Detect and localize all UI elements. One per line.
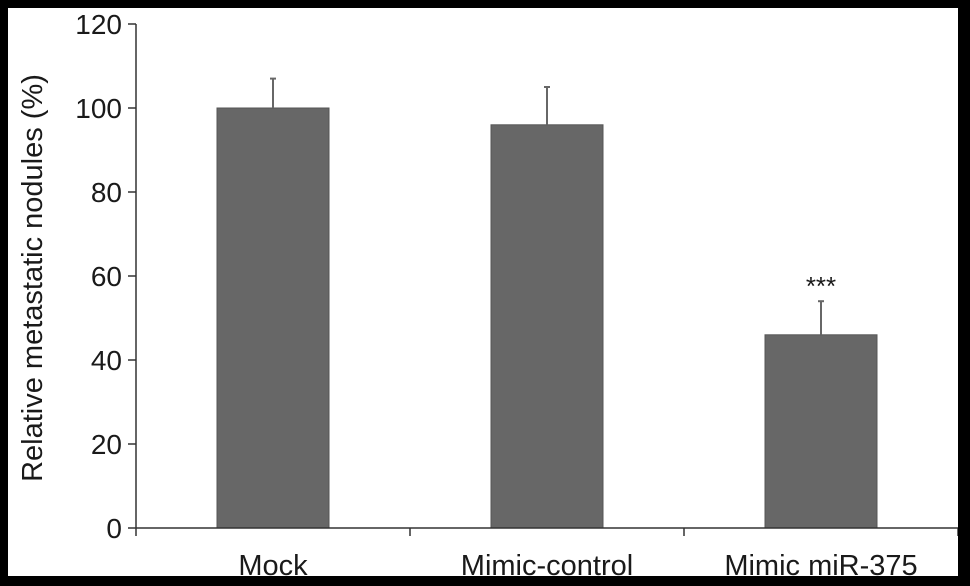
bar-mimic-control (490, 124, 604, 529)
y-tick-label: 40 (91, 345, 122, 376)
bars (216, 107, 878, 529)
y-tick-label: 20 (91, 429, 122, 460)
y-tick-labels: 0 20 40 60 80 100 120 (75, 9, 122, 544)
category-label: Mimic-control (461, 550, 633, 576)
y-tick-label: 120 (75, 9, 122, 40)
y-tick-label: 60 (91, 261, 122, 292)
category-labels: Mock Mimic-control Mimic miR-375 (238, 550, 917, 576)
category-label: Mimic miR-375 (724, 550, 917, 576)
y-tick-label: 80 (91, 177, 122, 208)
bar-chart: *** Mock Mimic-control Mimic miR-375 0 20 40… (17, 9, 958, 576)
bar-mimic-mir-375 (764, 334, 878, 529)
significance-annotations: *** (806, 271, 836, 301)
chart-frame: *** Mock Mimic-control Mimic miR-375 0 20 40… (8, 8, 958, 576)
y-axis-title: Relative metastatic nodules (%) (17, 74, 49, 482)
y-tick-label: 0 (106, 513, 122, 544)
error-bars (270, 77, 824, 335)
bar-mock (216, 107, 330, 529)
x-axis-ticks (135, 528, 958, 536)
y-axis-ticks (128, 23, 136, 529)
significance-marker: *** (806, 271, 836, 301)
y-tick-label: 100 (75, 93, 122, 124)
category-label: Mock (238, 550, 308, 576)
